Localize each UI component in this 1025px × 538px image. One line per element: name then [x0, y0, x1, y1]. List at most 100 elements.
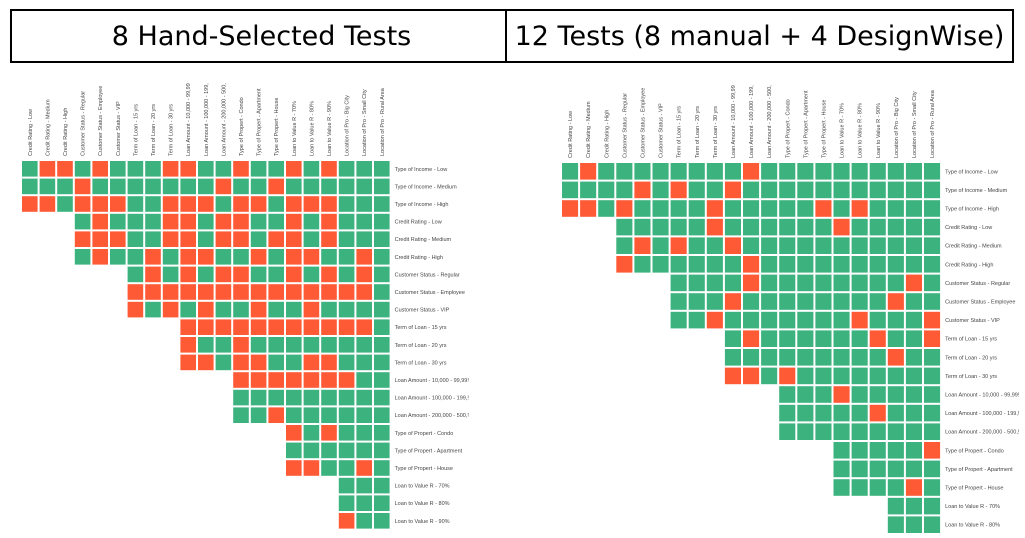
covered-cell — [215, 196, 232, 212]
uncovered-cell — [924, 442, 941, 459]
uncovered-cell — [706, 218, 723, 236]
uncovered-cell — [250, 196, 267, 212]
covered-cell — [268, 354, 284, 371]
uncovered-cell — [580, 163, 597, 180]
covered-cell — [374, 319, 390, 335]
covered-cell — [374, 301, 390, 318]
uncovered-cell — [286, 284, 302, 300]
covered-cell — [670, 311, 687, 329]
column-label: Customer Status - Regular — [81, 91, 87, 156]
covered-cell — [905, 293, 922, 310]
covered-cell — [869, 479, 886, 496]
covered-cell — [797, 404, 814, 422]
covered-cell — [356, 161, 372, 177]
covered-cell — [833, 367, 850, 385]
covered-cell — [761, 181, 778, 199]
covered-cell — [652, 218, 669, 236]
covered-cell — [338, 460, 355, 476]
covered-cell — [869, 386, 886, 403]
column-label: Type of Propert - Apartment — [257, 88, 263, 156]
covered-cell — [779, 181, 796, 199]
right-heatmap: Credit Rating - Low Credit Rating - Mediu… — [562, 85, 1020, 533]
uncovered-cell — [162, 161, 179, 177]
covered-cell — [286, 354, 302, 371]
column-label: Loan to Value R - 90% — [876, 103, 882, 158]
covered-cell — [887, 497, 904, 515]
uncovered-cell — [724, 181, 741, 199]
covered-cell — [374, 231, 390, 247]
covered-cell — [39, 178, 56, 195]
covered-cell — [634, 218, 651, 236]
covered-cell — [374, 354, 390, 371]
uncovered-cell — [779, 367, 796, 385]
uncovered-cell — [180, 196, 196, 212]
row-label: Credit Rating - High — [395, 255, 443, 261]
uncovered-cell — [180, 319, 196, 335]
uncovered-cell — [180, 213, 196, 230]
uncovered-cell — [215, 266, 232, 283]
covered-cell — [887, 479, 904, 496]
row-label: Type of Income - Medium — [395, 184, 457, 190]
covered-cell — [743, 218, 760, 236]
covered-cell — [145, 161, 161, 177]
covered-cell — [22, 178, 38, 195]
row-label: Credit Rating - High — [945, 262, 993, 268]
uncovered-cell — [233, 354, 249, 371]
uncovered-cell — [180, 354, 196, 371]
uncovered-cell — [321, 284, 337, 300]
covered-cell — [833, 460, 850, 478]
covered-cell — [815, 293, 832, 310]
covered-cell — [127, 249, 144, 265]
uncovered-cell — [250, 249, 267, 265]
covered-cell — [215, 354, 232, 371]
uncovered-cell — [286, 196, 302, 212]
column-label: Location of Pro - Big City — [894, 97, 900, 158]
uncovered-cell — [162, 301, 179, 318]
covered-cell — [833, 181, 850, 199]
covered-cell — [905, 460, 922, 478]
covered-cell — [905, 311, 922, 329]
covered-cell — [887, 163, 904, 180]
row-label: Type of Income - Low — [945, 169, 998, 175]
uncovered-cell — [92, 231, 108, 247]
covered-cell — [338, 407, 355, 423]
uncovered-cell — [233, 196, 249, 212]
column-label: Location of Pro - Rural Area — [380, 87, 386, 156]
covered-cell — [688, 181, 705, 199]
covered-cell — [145, 213, 161, 230]
column-label: Loan Amount - 200,000 - 500, — [221, 83, 227, 156]
column-label: Loan Amount - 200,000 - 500, — [767, 85, 773, 158]
covered-cell — [887, 200, 904, 217]
covered-cell — [924, 163, 941, 180]
covered-cell — [887, 181, 904, 199]
uncovered-cell — [321, 196, 337, 212]
covered-cell — [374, 477, 390, 494]
column-label: Customer Status - VIP — [116, 101, 122, 156]
covered-cell — [198, 213, 214, 230]
covered-cell — [356, 372, 372, 388]
covered-cell — [833, 256, 850, 273]
covered-cell — [356, 301, 372, 318]
row-label: Customer Status - VIP — [945, 318, 1000, 324]
covered-cell — [303, 337, 320, 353]
covered-cell — [162, 249, 179, 265]
covered-cell — [761, 237, 778, 254]
row-label: Type of Propert - House — [395, 466, 453, 472]
row-label: Type of Propert - Condo — [395, 431, 454, 437]
uncovered-cell — [706, 200, 723, 217]
row-label: Type of Propert - House — [945, 486, 1003, 492]
covered-cell — [887, 442, 904, 459]
covered-cell — [869, 163, 886, 180]
uncovered-cell — [286, 319, 302, 335]
covered-cell — [110, 213, 126, 230]
covered-cell — [198, 161, 214, 177]
covered-cell — [833, 311, 850, 329]
uncovered-cell — [39, 161, 56, 177]
covered-cell — [338, 213, 355, 230]
uncovered-cell — [268, 284, 284, 300]
covered-cell — [374, 460, 390, 476]
covered-cell — [833, 330, 850, 347]
covered-cell — [268, 266, 284, 283]
uncovered-cell — [303, 460, 320, 476]
uncovered-cell — [670, 181, 687, 199]
